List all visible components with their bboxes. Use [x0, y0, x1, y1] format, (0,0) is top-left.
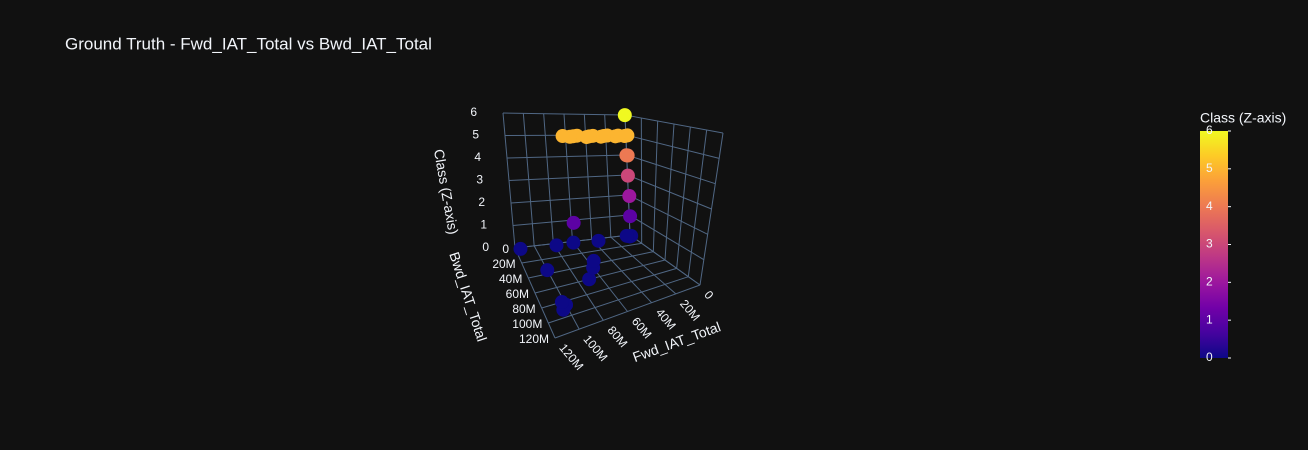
y-tick-label: 60M	[506, 287, 529, 301]
z-tick-label: 6	[470, 105, 477, 119]
grid-line	[626, 154, 716, 185]
point	[620, 168, 635, 183]
grid-line	[534, 259, 666, 294]
grid-line	[624, 114, 724, 134]
y-tick-label: 0	[502, 242, 509, 256]
point	[586, 253, 601, 268]
point	[617, 108, 632, 123]
point	[555, 129, 570, 144]
grid-line	[628, 194, 708, 235]
y-tick-label: 80M	[512, 302, 535, 316]
grid-line	[508, 174, 628, 181]
z-tick-label: 0	[482, 240, 489, 254]
z-tick-label: 1	[480, 218, 487, 232]
point	[619, 228, 634, 243]
point	[554, 295, 569, 310]
y-tick-label: 120M	[519, 332, 549, 346]
grid-line	[548, 276, 689, 324]
point	[619, 148, 634, 163]
colorbar	[1200, 131, 1228, 358]
colorbar-tick-label: 1	[1206, 312, 1213, 326]
colorbar-tick-label: 3	[1206, 237, 1213, 251]
colorbar-tick-label: 4	[1206, 199, 1213, 213]
point	[513, 241, 528, 256]
colorbar-tick-label: 0	[1206, 350, 1213, 364]
z-tick-label: 5	[472, 128, 479, 142]
y-tick-label: 20M	[492, 257, 515, 271]
point	[566, 215, 581, 230]
point	[549, 238, 564, 253]
grid-line	[510, 194, 629, 204]
colorbar-title: Class (Z-axis)	[1200, 110, 1286, 126]
grid-line	[627, 174, 712, 210]
point	[591, 233, 606, 248]
z-tick-label: 2	[478, 195, 485, 209]
grid-line	[625, 134, 720, 159]
grid-line	[629, 234, 701, 286]
z-tick-label: 4	[474, 150, 481, 164]
y-tick-label: 100M	[512, 317, 542, 331]
point	[582, 272, 597, 287]
colorbar-tick-label: 6	[1206, 123, 1213, 137]
colorbar-tick-label: 2	[1206, 275, 1213, 289]
grid-line	[506, 154, 627, 159]
point	[540, 263, 555, 278]
chart-title: Ground Truth - Fwd_IAT_Total vs Bwd_IAT_…	[65, 34, 432, 53]
point	[566, 235, 581, 250]
grid-line	[628, 214, 705, 261]
colorbar-tick-label: 5	[1206, 161, 1213, 175]
grid-line	[502, 112, 626, 116]
grid-line	[521, 242, 642, 264]
point	[623, 209, 638, 224]
grid-line	[554, 284, 701, 339]
z-tick-label: 3	[476, 173, 483, 187]
point	[622, 189, 637, 204]
y-tick-label: 40M	[499, 272, 522, 286]
